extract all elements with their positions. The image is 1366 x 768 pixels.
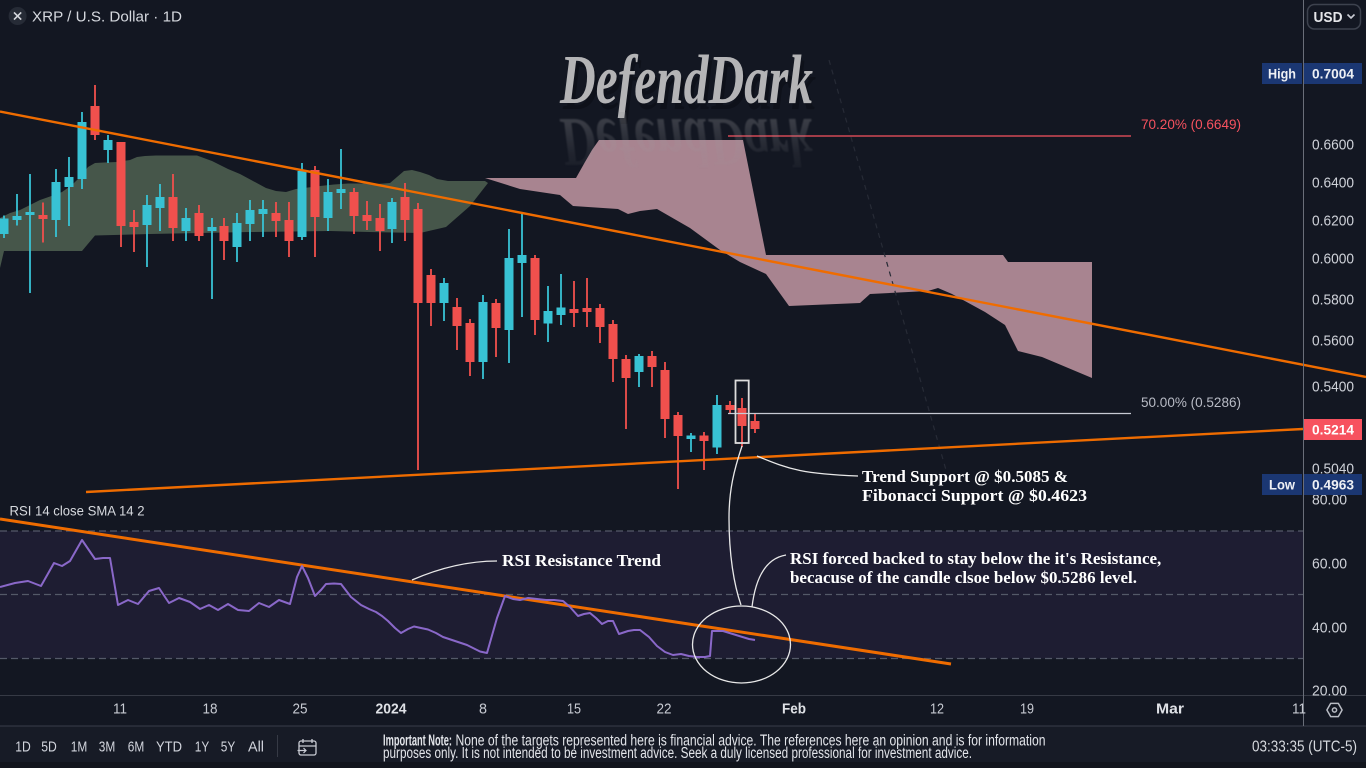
svg-text:RSI 14 close SMA 14 2: RSI 14 close SMA 14 2 xyxy=(10,503,145,519)
svg-text:DefendDark: DefendDark xyxy=(559,103,813,180)
svg-text:High: High xyxy=(1268,66,1296,82)
svg-text:15: 15 xyxy=(567,700,581,717)
svg-text:5D: 5D xyxy=(41,739,57,756)
svg-text:22: 22 xyxy=(657,700,672,717)
svg-text:All: All xyxy=(248,739,264,756)
svg-text:purposes only. It is not inten: purposes only. It is not intended to be … xyxy=(383,745,972,762)
svg-text:25: 25 xyxy=(293,700,308,717)
svg-text:becacuse of the candle clsoe b: becacuse of the candle clsoe below $0.52… xyxy=(790,568,1137,587)
svg-text:70.20% (0.6649): 70.20% (0.6649) xyxy=(1141,116,1241,132)
svg-text:20.00: 20.00 xyxy=(1312,682,1347,699)
svg-text:Important Note:: Important Note: xyxy=(383,732,452,749)
svg-text:YTD: YTD xyxy=(156,739,182,756)
svg-text:0.5400: 0.5400 xyxy=(1312,378,1354,395)
svg-text:0.5600: 0.5600 xyxy=(1312,332,1354,349)
svg-text:60.00: 60.00 xyxy=(1312,555,1347,572)
svg-text:3M: 3M xyxy=(99,739,116,756)
svg-text:12: 12 xyxy=(930,700,944,717)
svg-text:0.7004: 0.7004 xyxy=(1312,66,1354,82)
svg-text:Trend Support @ $0.5085 &: Trend Support @ $0.5085 & xyxy=(862,467,1068,486)
svg-text:0.4963: 0.4963 xyxy=(1312,477,1354,493)
svg-text:0.6000: 0.6000 xyxy=(1312,250,1354,267)
svg-text:RSI forced backed to stay belo: RSI forced backed to stay below the it's… xyxy=(790,549,1161,568)
svg-text:Fibonacci Support @ $0.4623: Fibonacci Support @ $0.4623 xyxy=(862,486,1087,505)
svg-text:1D: 1D xyxy=(15,739,31,756)
svg-text:0.5214: 0.5214 xyxy=(1312,422,1354,438)
svg-text:50.00% (0.5286): 50.00% (0.5286) xyxy=(1141,394,1241,410)
svg-text:0.5800: 0.5800 xyxy=(1312,291,1354,308)
svg-text:DefendDark: DefendDark xyxy=(562,48,816,125)
svg-text:0.6400: 0.6400 xyxy=(1312,174,1354,191)
svg-text:DefendDark: DefendDark xyxy=(559,42,813,119)
svg-text:None of the targets represente: None of the targets represented here is … xyxy=(456,732,1046,749)
svg-text:Feb: Feb xyxy=(782,700,806,717)
svg-text:Mar: Mar xyxy=(1156,700,1184,717)
svg-text:11: 11 xyxy=(1292,700,1306,717)
svg-text:18: 18 xyxy=(203,700,218,717)
svg-text:0.5040: 0.5040 xyxy=(1312,460,1354,477)
svg-text:11: 11 xyxy=(113,700,127,717)
svg-text:80.00: 80.00 xyxy=(1312,491,1347,508)
svg-text:2024: 2024 xyxy=(376,700,408,717)
svg-text:1Y: 1Y xyxy=(195,739,210,756)
svg-text:6M: 6M xyxy=(128,739,145,756)
svg-text:03:33:35 (UTC-5): 03:33:35 (UTC-5) xyxy=(1252,739,1357,756)
svg-text:0.6600: 0.6600 xyxy=(1312,136,1354,153)
svg-text:8: 8 xyxy=(479,700,487,717)
svg-text:19: 19 xyxy=(1020,700,1034,717)
svg-text:1M: 1M xyxy=(71,739,88,756)
svg-text:XRP / U.S. Dollar · 1D: XRP / U.S. Dollar · 1D xyxy=(32,10,182,26)
svg-text:RSI Resistance Trend: RSI Resistance Trend xyxy=(502,551,662,570)
svg-text:5Y: 5Y xyxy=(221,739,236,756)
svg-text:USD: USD xyxy=(1314,9,1343,26)
svg-text:Low: Low xyxy=(1269,477,1295,493)
svg-text:40.00: 40.00 xyxy=(1312,619,1347,636)
svg-text:0.6200: 0.6200 xyxy=(1312,212,1354,229)
